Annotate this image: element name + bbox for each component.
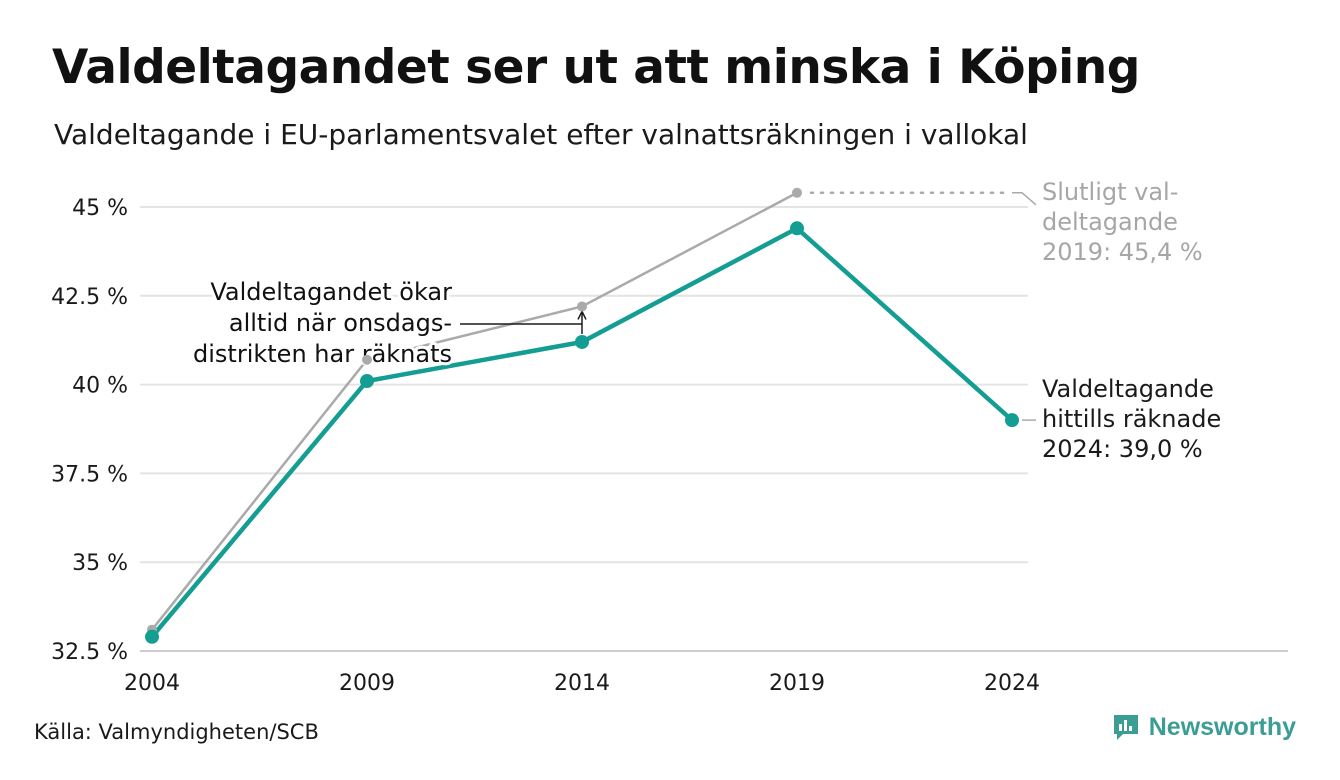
data-point-final [577, 301, 587, 312]
final-2019-label: 2019: 45,4 % [1042, 238, 1203, 266]
x-tick-label: 2009 [339, 671, 395, 696]
grid-lines [140, 206, 1288, 652]
x-tick-label: 2004 [124, 671, 180, 696]
y-axis-ticks: 32.5 % 35 % 37.5 % 40 % 42.5 % 45 % [51, 196, 128, 665]
y-tick-label: 35 % [72, 551, 128, 576]
counted-2024-label: 2024: 39,0 % [1042, 435, 1203, 463]
x-tick-label: 2024 [984, 671, 1040, 696]
y-tick-label: 45 % [72, 196, 128, 221]
wednesday-label: alltid när onsdags- [229, 309, 452, 337]
counted-2024-label: Valdeltagande [1042, 375, 1214, 403]
y-tick-label: 37.5 % [51, 462, 128, 487]
bar-chart-speech-icon [1113, 715, 1138, 740]
series-lines [150, 191, 1014, 639]
final-2019-label: deltagande [1042, 208, 1178, 236]
x-tick-label: 2019 [769, 671, 825, 696]
counted-2024-label: hittills räknade [1042, 405, 1221, 433]
brand-logo: Newsworthy [1111, 712, 1296, 742]
final-2019-label: Slutligt val- [1042, 178, 1178, 206]
data-point-counted [790, 221, 804, 236]
wednesday-label: Valdeltagandet ökar [210, 278, 452, 306]
y-tick-label: 42.5 % [51, 285, 128, 310]
x-axis-ticks: 2004 2009 2014 2019 2024 [124, 671, 1040, 696]
final-2019-connector [1012, 192, 1037, 206]
data-point-counted [1005, 413, 1019, 428]
page-title: Valdeltagandet ser ut att minska i Köpin… [52, 40, 1140, 95]
series-line-final [151, 191, 798, 631]
source-note: Källa: Valmyndigheten/SCB [34, 720, 319, 744]
brand-name: Newsworthy [1148, 712, 1296, 741]
data-point-final [362, 354, 372, 365]
x-tick-label: 2014 [554, 671, 610, 696]
data-point-counted [360, 374, 374, 389]
wednesday-label: distrikten har räknats [193, 340, 452, 368]
y-tick-label: 40 % [72, 374, 128, 399]
data-point-final [792, 187, 802, 198]
y-tick-label: 32.5 % [51, 640, 128, 665]
data-point-counted [575, 334, 589, 349]
data-point-counted [145, 629, 159, 644]
series-points [145, 187, 1019, 644]
page-subtitle: Valdeltagande i EU-parlamentsvalet efter… [54, 118, 1028, 151]
